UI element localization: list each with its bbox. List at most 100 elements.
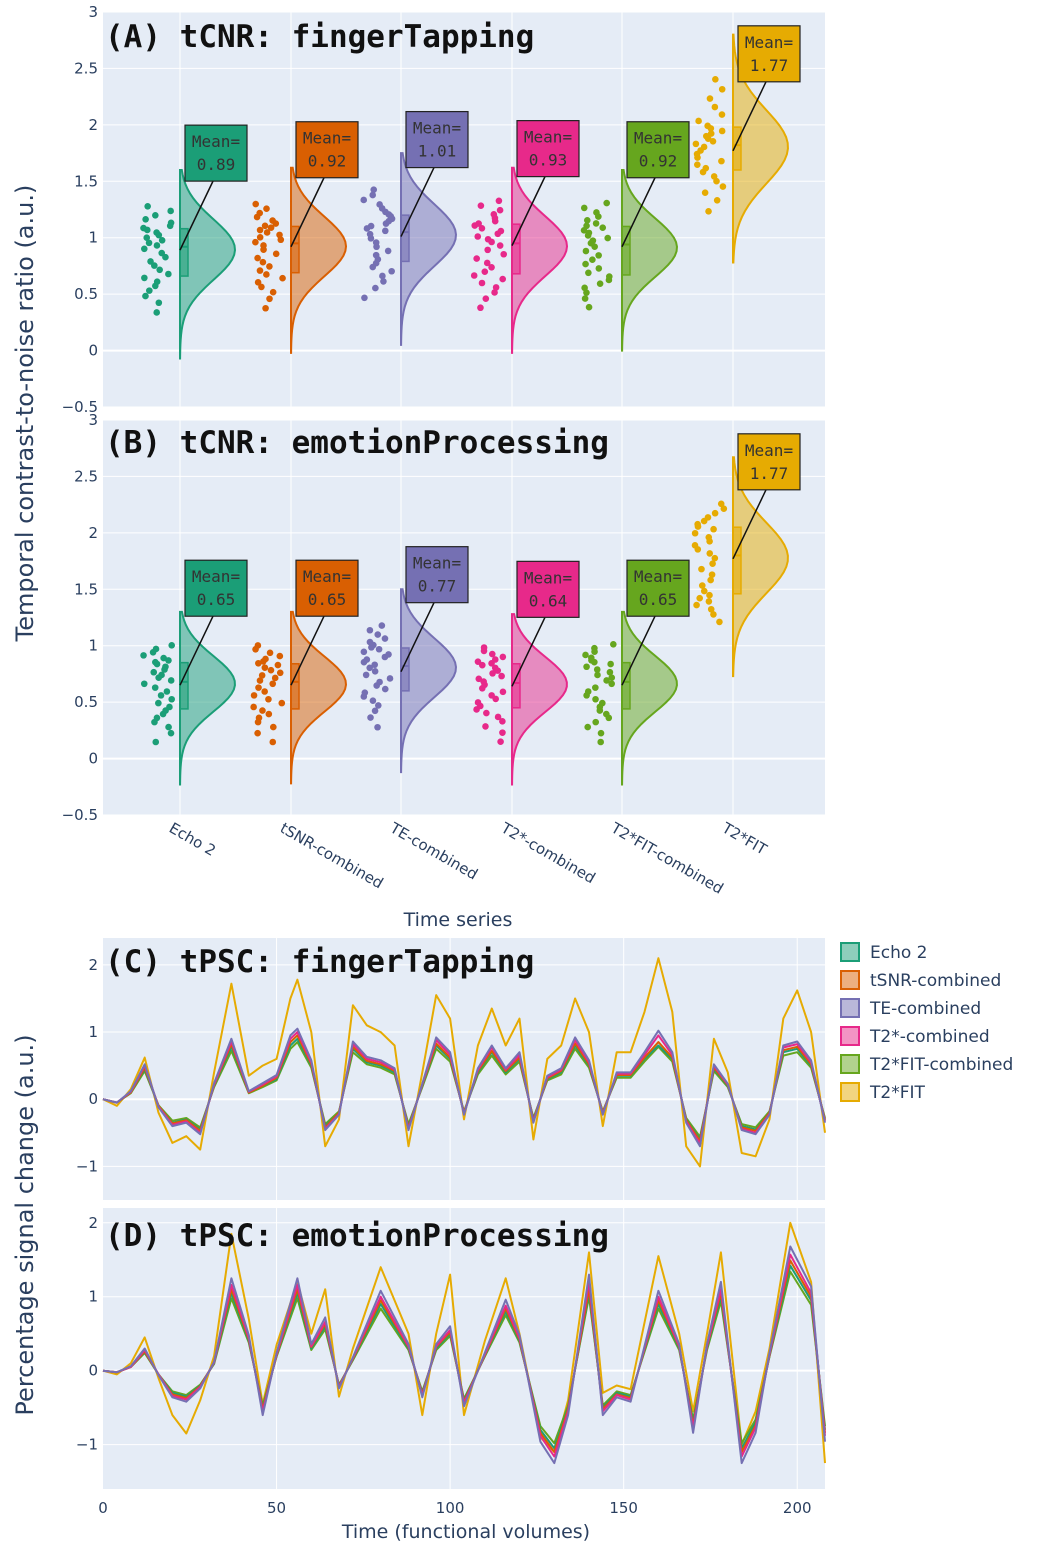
data-point-echo-2-a <box>140 245 148 253</box>
data-point-echo-2-a <box>156 266 163 274</box>
data-point-t2starfit-combined-a <box>582 247 590 255</box>
mean-annotation-label-t2starfit-b: Mean= <box>745 441 793 460</box>
legend-item-echo2[interactable]: Echo 2 <box>840 942 927 963</box>
data-point-t2starfit-b <box>691 542 699 549</box>
data-point-tsnr-combined-b <box>256 677 264 684</box>
data-point-tsnr-combined-a <box>276 231 283 239</box>
data-point-t2star-combined-b <box>499 688 507 696</box>
data-point-t2starfit-combined-b <box>592 684 599 691</box>
data-point-t2starfit-b <box>720 505 728 512</box>
data-point-te-combined-b <box>362 671 370 679</box>
x-tick-label-d: 200 <box>783 1499 812 1517</box>
data-point-echo-2-a <box>167 219 175 227</box>
legend-swatch-te-combined <box>840 998 860 1018</box>
legend-swatch-echo2 <box>840 942 860 962</box>
data-point-echo-2-b <box>152 738 160 746</box>
data-point-echo-2-a <box>153 309 161 316</box>
data-point-t2starfit-a <box>707 130 715 137</box>
y-tick-label-d: 1 <box>88 1288 98 1306</box>
data-point-t2starfit-combined-b <box>594 671 601 679</box>
legend-item-t2starfit-combined[interactable]: T2*FIT-combined <box>840 1054 1013 1075</box>
data-point-echo-2-b <box>168 695 175 703</box>
box-t2star-combined-b <box>511 663 521 709</box>
data-point-t2starfit-a <box>719 183 727 190</box>
legend-label-t2starfit-combined: T2*FIT-combined <box>869 1055 1013 1075</box>
data-point-echo-2-a <box>143 234 151 242</box>
legend-item-t2starfit[interactable]: T2*FIT <box>840 1082 925 1103</box>
panel-b-title: (B) tCNR: emotionProcessing <box>105 425 609 461</box>
data-point-t2star-combined-b <box>474 699 482 706</box>
mean-annotation-label-t2star-combined-a: Mean= <box>524 128 572 147</box>
data-point-tsnr-combined-a <box>252 200 260 208</box>
data-point-echo-2-b <box>158 671 165 679</box>
data-point-t2starfit-a <box>701 189 709 197</box>
data-point-tsnr-combined-a <box>256 267 264 274</box>
box-tsnr-combined-a <box>290 225 300 274</box>
box-tsnr-combined-b <box>290 663 300 710</box>
data-point-te-combined-a <box>367 222 375 230</box>
data-point-t2starfit-a <box>718 85 726 93</box>
data-point-echo-2-b <box>165 723 172 731</box>
data-point-tsnr-combined-a <box>272 250 280 258</box>
data-point-te-combined-a <box>360 196 368 204</box>
data-point-t2star-combined-a <box>470 272 478 279</box>
data-point-t2star-combined-a <box>481 268 489 275</box>
panel-b-background <box>103 420 825 815</box>
data-point-t2starfit-a <box>703 132 710 140</box>
data-point-echo-2-a <box>153 229 160 236</box>
mean-annotation-box-tsnr-combined-a <box>295 121 359 179</box>
data-point-tsnr-combined-a <box>254 279 262 286</box>
chart-marks: Mean= 0.89 Mean= 0.92 Mean= 1.01 Mean= 0.93 Mean… <box>102 25 826 1465</box>
mean-annotation-arrow-t2star-combined-b <box>511 617 546 687</box>
data-point-t2starfit-combined-a <box>603 199 610 207</box>
data-point-t2star-combined-a <box>496 242 504 249</box>
data-point-echo-2-b <box>162 663 169 671</box>
data-point-t2starfit-b <box>708 571 716 578</box>
data-point-te-combined-b <box>369 697 377 704</box>
data-point-echo-2-b <box>167 677 175 684</box>
data-point-te-combined-a <box>372 239 380 246</box>
data-point-t2starfit-combined-b <box>582 651 589 659</box>
data-point-t2starfit-combined-a <box>589 256 596 264</box>
data-point-tsnr-combined-b <box>274 661 282 669</box>
data-point-te-combined-b <box>366 638 374 646</box>
data-point-t2starfit-combined-b <box>603 677 610 684</box>
y-tick-label-d: 2 <box>88 1214 98 1232</box>
y-tick-label-d: −1 <box>76 1436 98 1454</box>
data-point-t2starfit-combined-a <box>589 237 597 244</box>
data-point-t2star-combined-a <box>478 279 486 287</box>
mean-annotation-arrow-tsnr-combined-a <box>290 177 325 248</box>
data-point-tsnr-combined-a <box>252 238 259 246</box>
data-point-tsnr-combined-b <box>255 684 262 691</box>
data-point-echo-2-a <box>165 270 172 278</box>
mean-annotation-box-t2star-combined-a <box>516 120 580 178</box>
data-point-t2starfit-a <box>705 208 712 215</box>
mean-annotation-label-echo-2-a: Mean= <box>192 132 240 151</box>
data-point-echo-2-b <box>168 642 176 649</box>
data-point-t2starfit-combined-a <box>580 204 588 212</box>
data-point-t2starfit-b <box>698 565 705 573</box>
legend-item-t2star-combined[interactable]: T2*-combined <box>840 1026 990 1047</box>
violin-te-combined-b <box>400 588 457 774</box>
data-point-t2starfit-a <box>704 122 711 130</box>
data-point-t2starfit-b <box>698 582 706 589</box>
data-point-t2starfit-combined-b <box>608 680 615 688</box>
data-point-te-combined-a <box>379 272 386 280</box>
data-point-tsnr-combined-b <box>269 738 277 746</box>
data-point-t2star-combined-a <box>491 289 498 296</box>
box-echo-2-a <box>179 227 189 277</box>
data-point-t2starfit-b <box>700 587 708 595</box>
legend-label-t2starfit: T2*FIT <box>869 1083 925 1103</box>
y-tick-label-b: 1 <box>88 637 98 655</box>
data-point-echo-2-a <box>144 203 151 210</box>
data-point-t2starfit-a <box>712 75 719 83</box>
y-tick-label-b: 0 <box>88 750 98 768</box>
data-point-te-combined-b <box>366 626 374 634</box>
data-point-echo-2-b <box>166 703 173 711</box>
data-point-echo-2-b <box>157 692 165 699</box>
mean-annotation-value-echo-2-b: 0.65 <box>197 590 236 609</box>
legend-item-te-combined[interactable]: TE-combined <box>840 998 981 1019</box>
legend-item-tsnr-combined[interactable]: tSNR-combined <box>840 970 1001 991</box>
mean-annotation-label-t2starfit-combined-a: Mean= <box>634 129 682 148</box>
data-point-tsnr-combined-a <box>269 288 277 296</box>
